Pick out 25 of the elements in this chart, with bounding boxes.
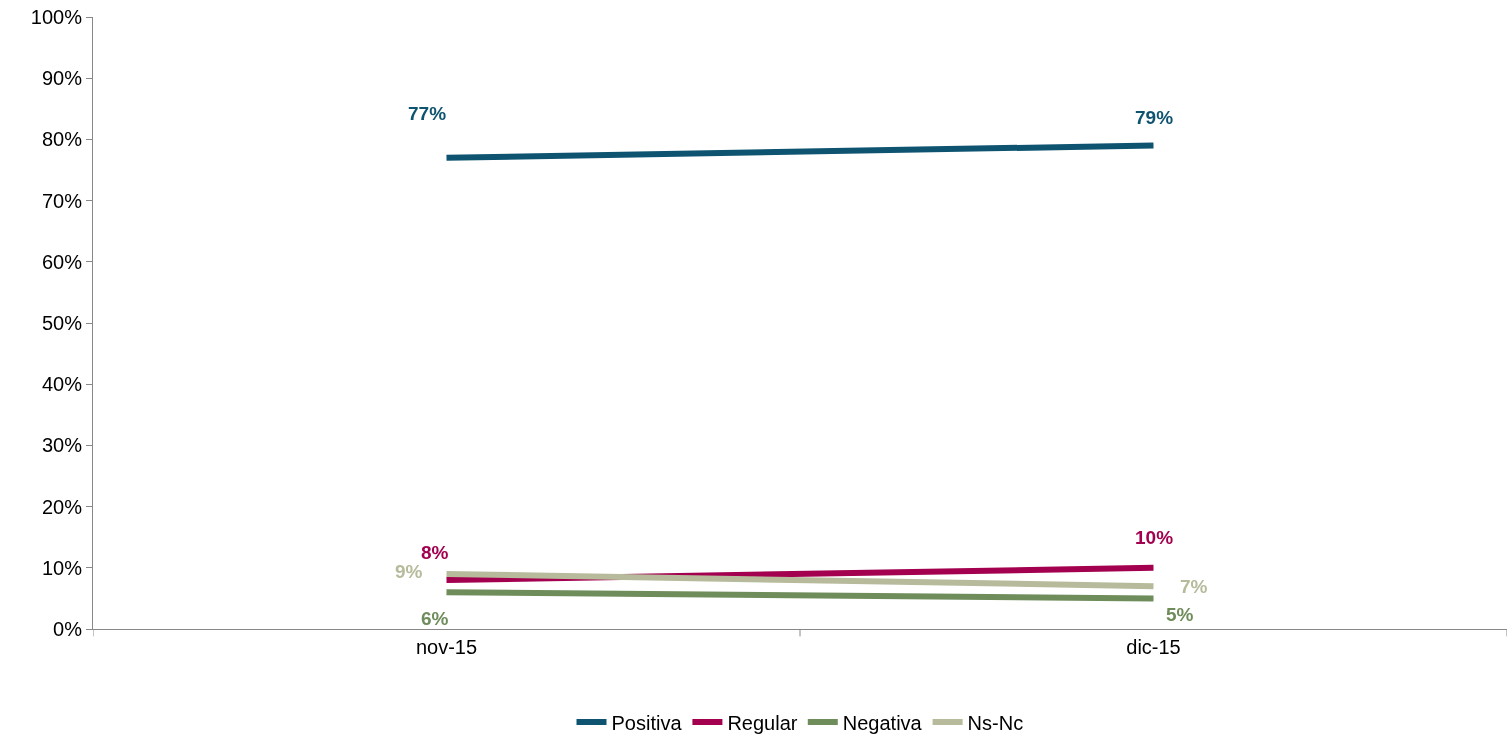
- data-label: 5%: [1166, 604, 1194, 625]
- data-label: 9%: [395, 561, 423, 582]
- y-tick-label: 70%: [41, 189, 83, 212]
- y-tick-label: 0%: [53, 618, 83, 640]
- data-label: 77%: [408, 103, 447, 124]
- y-tick-label: 50%: [41, 312, 83, 334]
- data-label: 79%: [1135, 107, 1174, 128]
- legend-label: Ns-Nc: [967, 711, 1024, 734]
- y-tick-label: 20%: [41, 495, 83, 518]
- y-tick-label: 10%: [41, 556, 83, 579]
- legend-label: Negativa: [842, 711, 923, 734]
- x-tick-label: nov-15: [415, 636, 478, 658]
- y-tick-label: 90%: [41, 67, 83, 90]
- data-label: 10%: [1135, 527, 1174, 548]
- y-tick-label: 40%: [41, 373, 83, 396]
- legend-label: Positiva: [611, 711, 683, 734]
- data-label: 6%: [421, 608, 449, 629]
- data-label: 8%: [421, 542, 449, 563]
- y-tick-label: 30%: [41, 434, 83, 457]
- y-tick-label: 80%: [41, 128, 83, 151]
- y-tick-label: 60%: [41, 250, 83, 273]
- legend-label: Regular: [727, 711, 798, 734]
- data-label: 7%: [1180, 576, 1208, 597]
- y-tick-label: 100%: [30, 6, 83, 28]
- x-tick-label: dic-15: [1126, 636, 1181, 658]
